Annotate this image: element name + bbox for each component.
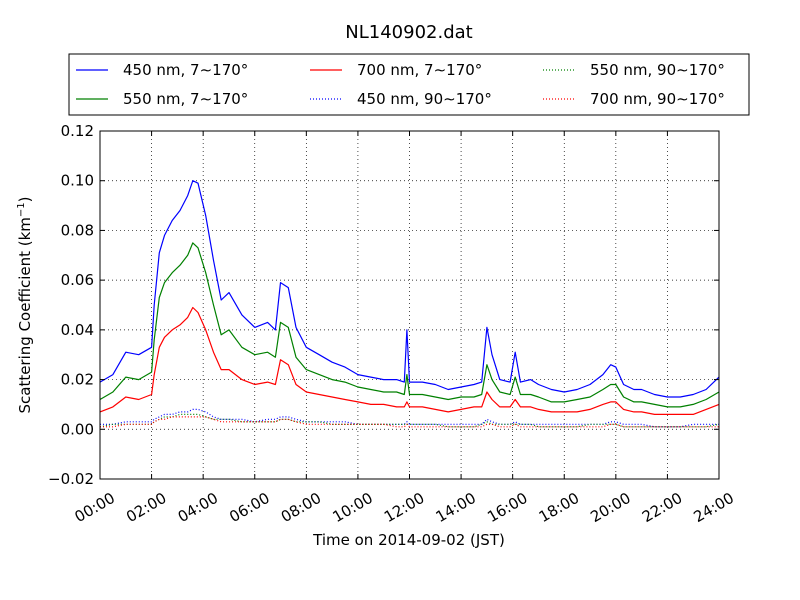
y-tick-label: −0.02 <box>48 470 94 488</box>
x-axis-label: Time on 2014-09-02 (JST) <box>312 531 505 549</box>
series-line-4 <box>99 413 720 428</box>
series-line-1 <box>99 242 720 408</box>
y-axis-label: Scattering Coefficient (km−1) <box>16 196 34 413</box>
series-line-5 <box>100 416 719 428</box>
legend-label-1: 550 nm, 7∼170° <box>123 90 248 108</box>
legend-frame <box>68 53 750 116</box>
legend: 450 nm, 7∼170° 700 nm, 7∼170° 550 nm, 90∼1… <box>68 53 750 116</box>
legend-label-4: 550 nm, 90∼170° <box>590 61 725 79</box>
series-line-2 <box>99 306 720 415</box>
y-tick-label: 0.06 <box>61 271 94 289</box>
y-axis-label-sup: −1 <box>16 202 27 217</box>
y-tick-label: 0.00 <box>61 420 94 438</box>
y-tick-label: 0.10 <box>61 172 94 190</box>
chart-title: NL140902.dat <box>345 22 472 43</box>
legend-label-2: 700 nm, 7∼170° <box>357 61 482 79</box>
legend-label-3: 450 nm, 90∼170° <box>357 90 492 108</box>
legend-items: 450 nm, 7∼170° 700 nm, 7∼170° 550 nm, 90∼1… <box>76 61 725 108</box>
series-lines <box>99 180 720 428</box>
series-line-3 <box>100 408 719 428</box>
y-tick-label: 0.04 <box>61 321 94 339</box>
y-tick-label: 0.12 <box>61 122 94 140</box>
y-axis-label-main: Scattering Coefficient (km <box>16 217 34 413</box>
y-tick-label: 0.08 <box>61 221 94 239</box>
legend-label-0: 450 nm, 7∼170° <box>123 61 248 79</box>
series-line-0 <box>99 180 720 398</box>
legend-label-5: 700 nm, 90∼170° <box>590 90 725 108</box>
y-axis-label-close: ) <box>16 196 34 202</box>
y-tick-label: 0.02 <box>61 371 94 389</box>
